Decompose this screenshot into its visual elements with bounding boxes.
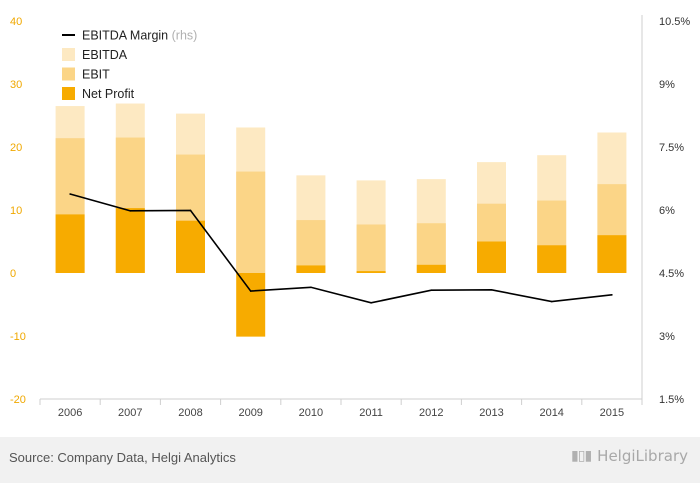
logo-text: HelgiLibrary: [597, 447, 688, 465]
legend-swatch-net-profit: [62, 87, 75, 100]
footer: Source: Company Data, Helgi Analytics ▮▯…: [0, 437, 700, 483]
ebitda-margin-line: [69, 193, 612, 304]
x-tick-label: 2006: [58, 407, 82, 419]
left-tick-label: 10: [10, 205, 22, 217]
ebitda-margin-point: [69, 193, 71, 195]
net-profit-bar: [55, 214, 85, 273]
left-tick-label: 20: [10, 142, 22, 154]
x-tick-label: 2011: [359, 407, 383, 419]
legend-swatch-ebit: [62, 67, 75, 81]
right-tick-label: 1.5%: [659, 394, 684, 406]
legend-label-ebitda: EBITDA: [82, 48, 128, 62]
net-profit-bar: [296, 265, 326, 273]
x-tick-label: 2007: [118, 407, 142, 419]
ebit-bar: [356, 224, 386, 273]
right-tick-label: 10.5%: [659, 16, 690, 28]
right-tick-label: 6%: [659, 205, 675, 217]
net-profit-bar: [416, 264, 446, 273]
legend-rhs-note: (rhs): [172, 29, 198, 43]
net-profit-bar: [537, 245, 567, 273]
net-profit-bar: [356, 271, 386, 273]
legend: EBITDA Margin (rhs) EBITDA EBIT Net Profit: [62, 29, 197, 101]
right-tick-label: 9%: [659, 79, 675, 91]
right-tick-label: 7.5%: [659, 142, 684, 154]
library-icon: ▮▯▮: [571, 448, 592, 464]
right-tick-label: 4.5%: [659, 268, 684, 280]
left-tick-label: 30: [10, 79, 22, 91]
left-tick-label: -20: [10, 394, 26, 406]
x-tick-label: 2008: [178, 407, 202, 419]
ebitda-margin-point: [249, 290, 252, 292]
legend-label-ebitda-margin: EBITDA Margin (rhs): [82, 29, 197, 43]
ebitda-margin-point: [430, 289, 433, 292]
x-tick-label: 2014: [539, 407, 563, 419]
x-tick-label: 2013: [479, 407, 503, 419]
x-tick-label: 2012: [419, 407, 443, 419]
margin-line: [69, 193, 613, 304]
legend-label-ebit: EBIT: [82, 68, 110, 82]
x-axis: 2006 2007 2008 2009 2010 2011 2012 2013 2014 2015: [39, 15, 643, 419]
ebitda-margin-point: [129, 210, 132, 212]
ebitda-margin-point: [189, 209, 192, 212]
source-note: Source: Company Data, Helgi Analytics: [9, 450, 236, 465]
ebitda-margin-point: [310, 286, 312, 289]
ebit-bar: [296, 220, 326, 273]
ebitda-margin-point: [550, 300, 553, 303]
net-profit-bar: [477, 241, 506, 273]
net-profit-bar: [597, 235, 627, 273]
x-tick-label: 2009: [238, 407, 262, 419]
right-tick-label: 3%: [659, 331, 675, 343]
net-profit-bar: [236, 273, 266, 337]
left-tick-label: -10: [10, 331, 26, 343]
ebitda-margin-point: [370, 302, 372, 304]
x-tick-label: 2015: [600, 407, 624, 419]
legend-swatch-ebitda: [62, 48, 75, 61]
ebit-bar: [416, 223, 446, 273]
x-tick-label: 2010: [299, 407, 323, 419]
ebitda-margin-point: [490, 289, 493, 291]
left-axis-ticks: 40 30 20 10 0 -10 -20: [10, 16, 26, 406]
left-tick-label: 0: [10, 268, 16, 280]
net-profit-bar: [176, 220, 205, 273]
ebitda-margin-point: [611, 294, 613, 296]
right-axis-ticks: 10.5% 9% 7.5% 6% 4.5% 3% 1.5%: [659, 16, 690, 406]
left-tick-label: 40: [10, 16, 22, 28]
net-profit-bar: [115, 208, 145, 273]
bars: [55, 103, 627, 337]
ebit-bar: [236, 171, 266, 273]
legend-label-net-profit: Net Profit: [82, 87, 135, 101]
helgi-library-logo: ▮▯▮ HelgiLibrary: [571, 447, 688, 465]
